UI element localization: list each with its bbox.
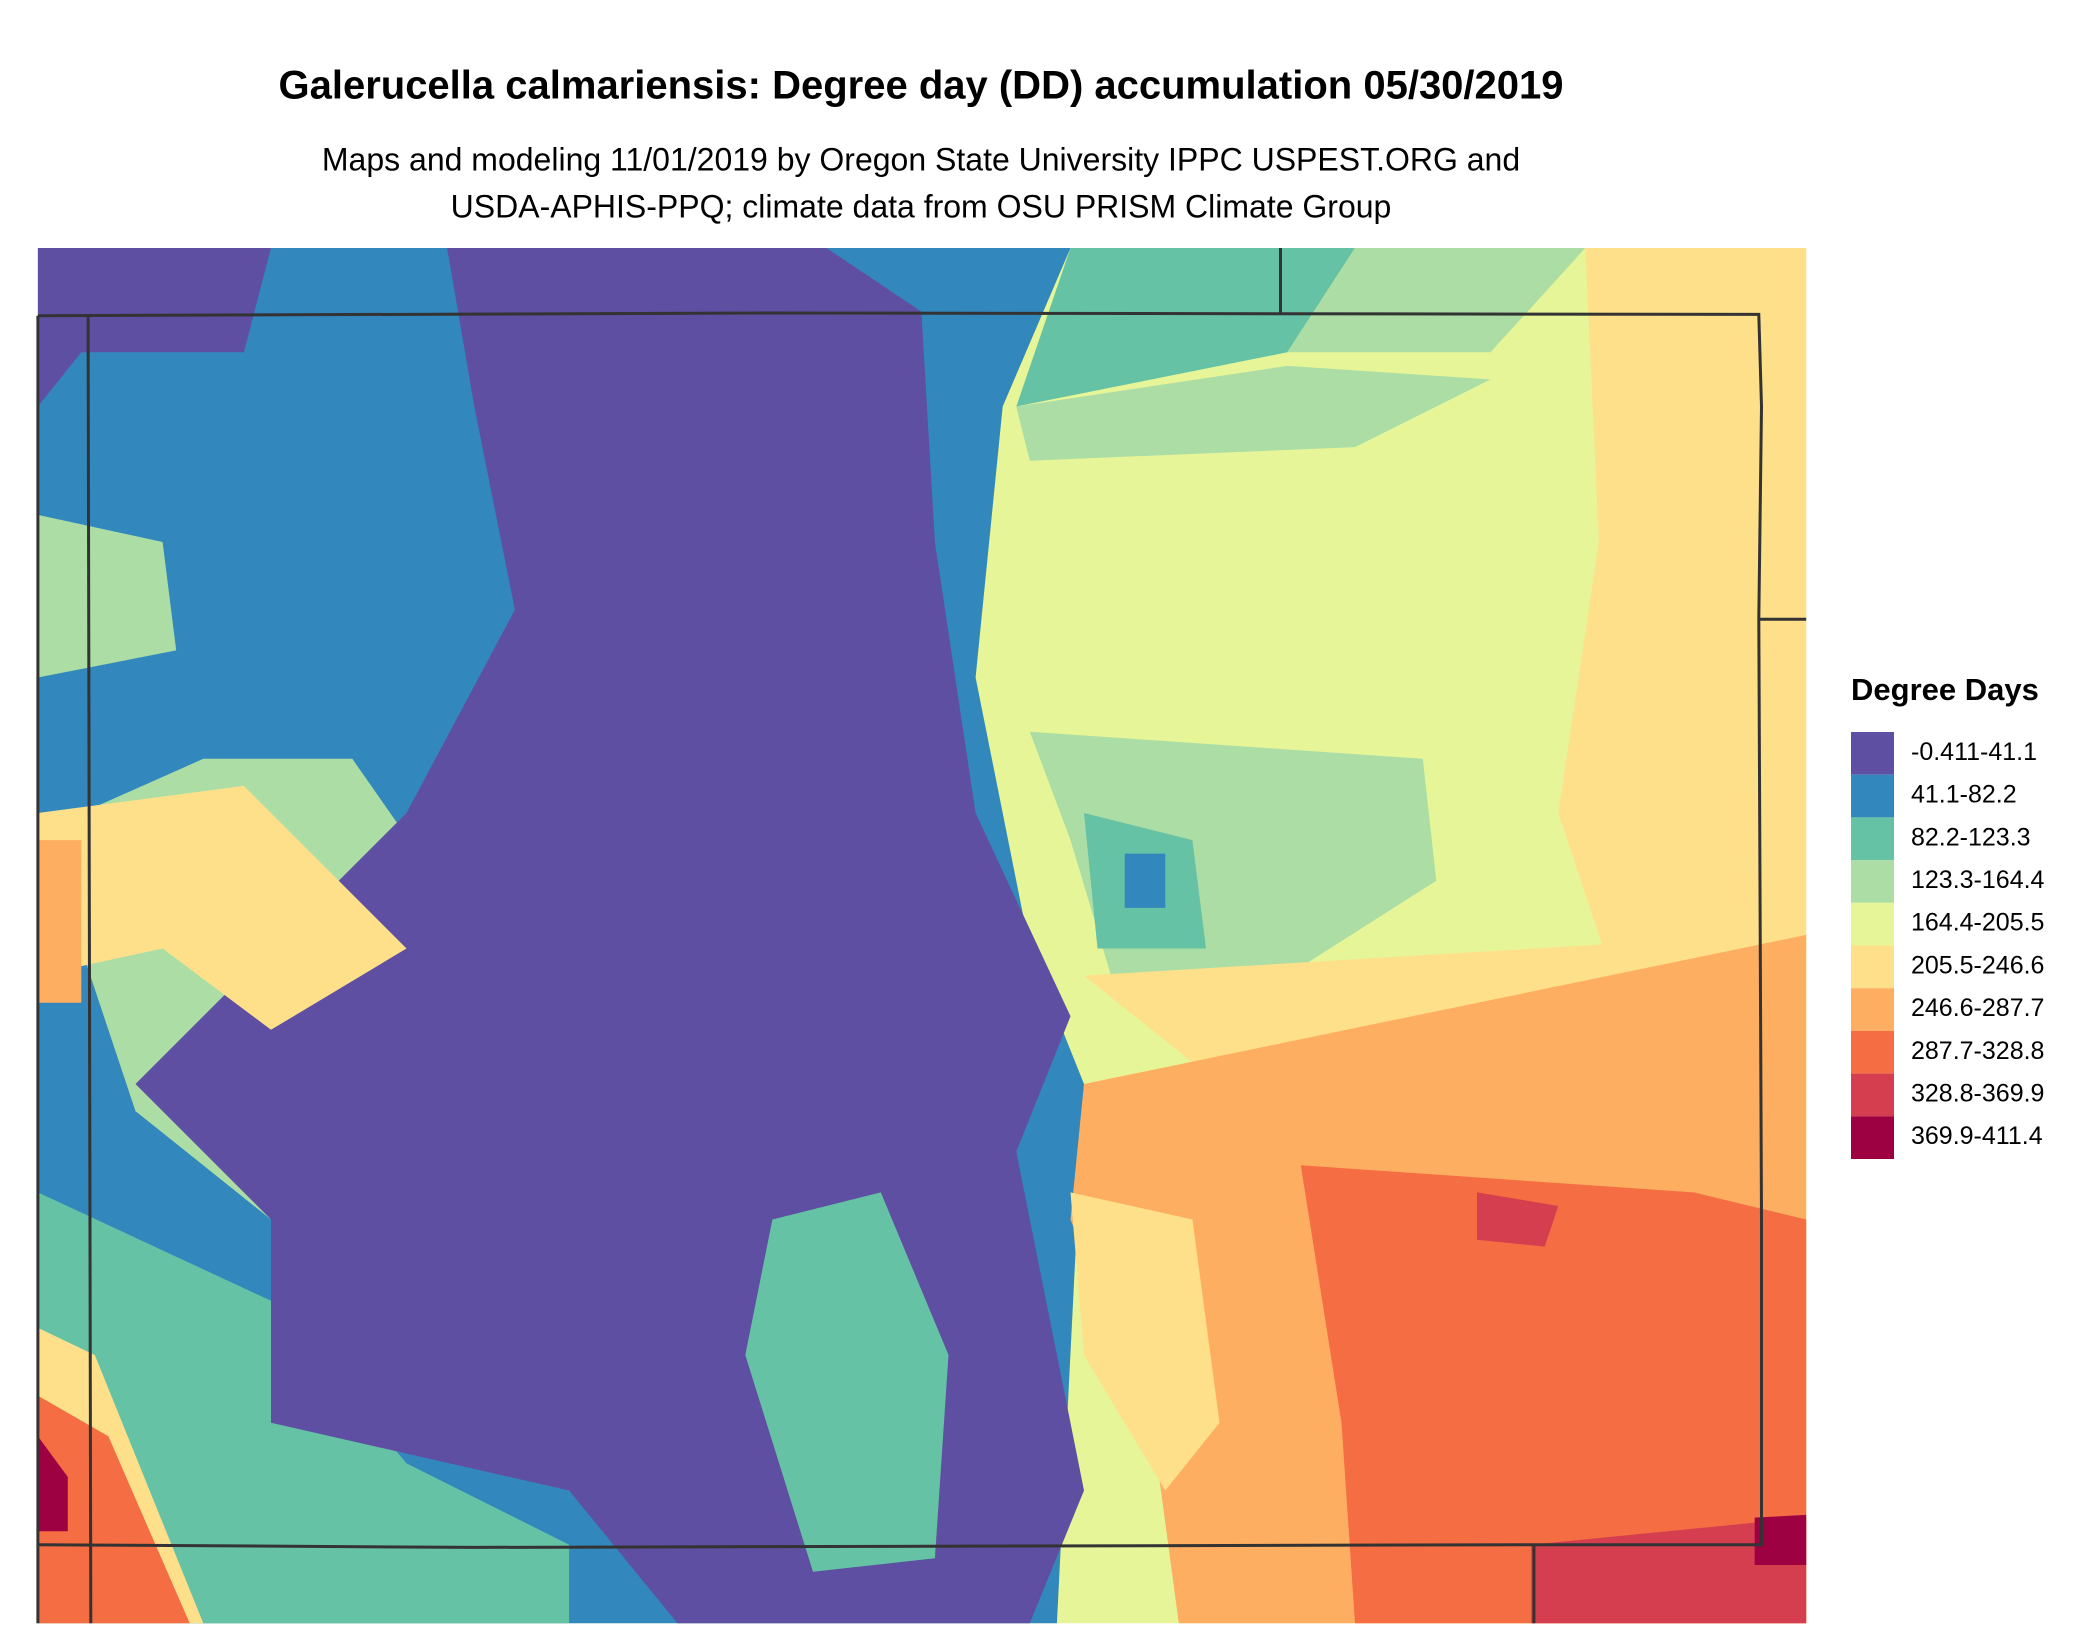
legend-swatch (1851, 860, 1894, 903)
legend-label: 41.1-82.2 (1911, 781, 2017, 809)
map-region (37, 840, 82, 1003)
map-region (1754, 1514, 1807, 1565)
map-region (1124, 853, 1166, 908)
legend: Degree Days -0.411-41.1 41.1-82.2 82.2-123… (1851, 672, 2045, 1159)
legend-swatch (1851, 732, 1894, 775)
map-region (1016, 365, 1491, 461)
state-border (37, 311, 1764, 1549)
map-region (1300, 1165, 1807, 1624)
map-region (1070, 1192, 1220, 1491)
legend-swatch (1851, 1116, 1894, 1159)
map (36, 248, 1807, 1624)
legend-label: 205.5-246.6 (1911, 951, 2044, 979)
map-region (1477, 1192, 1559, 1247)
legend-label: 369.9-411.4 (1911, 1122, 2043, 1150)
map-subtitle: USDA-APHIS-PPQ; climate data from OSU PR… (451, 188, 1392, 224)
map-region (37, 514, 177, 678)
legend-swatch (1851, 902, 1894, 946)
map-region (37, 1436, 68, 1532)
map-region (37, 1395, 190, 1624)
legend-swatch (1851, 1030, 1894, 1074)
legend-label: 287.7-328.8 (1911, 1037, 2044, 1065)
map-title: Galerucella calmariensis: Degree day (DD… (278, 64, 1563, 108)
state-border (86, 315, 93, 1624)
map-region (1016, 248, 1355, 407)
legend-label: 123.3-164.4 (1911, 866, 2045, 894)
map-region (37, 785, 407, 1030)
legend-title: Degree Days (1851, 672, 2039, 707)
legend-label: 328.8-369.9 (1911, 1080, 2044, 1108)
legend-swatch (1851, 774, 1894, 818)
legend-label: -0.411-41.1 (1911, 738, 2037, 766)
map-subtitle: Maps and modeling 11/01/2019 by Oregon S… (322, 141, 1520, 177)
map-region (1287, 248, 1586, 353)
legend-swatch (1851, 945, 1894, 989)
legend-swatch (1851, 1073, 1894, 1117)
legend-label: 164.4-205.5 (1911, 909, 2044, 937)
legend-swatch (1851, 988, 1894, 1031)
map-region (745, 1192, 949, 1572)
legend-label: 246.6-287.7 (1911, 994, 2044, 1022)
legend-label: 82.2-123.3 (1911, 823, 2031, 851)
legend-swatch (1851, 817, 1894, 861)
map-region (37, 248, 272, 407)
map-region (1558, 248, 1807, 1017)
